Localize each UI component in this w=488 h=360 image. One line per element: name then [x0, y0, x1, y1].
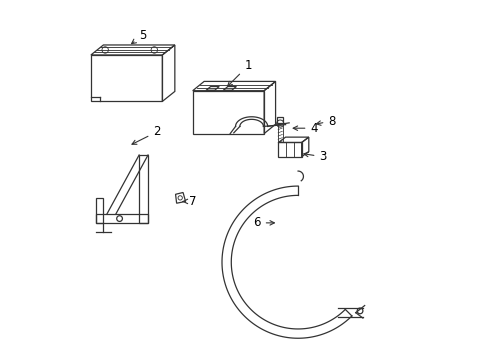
Text: 1: 1 [227, 59, 251, 86]
Text: 7: 7 [183, 195, 196, 208]
Text: 2: 2 [132, 125, 161, 144]
Text: 6: 6 [253, 216, 274, 229]
Text: 8: 8 [316, 114, 335, 127]
Text: 5: 5 [131, 29, 146, 44]
Text: 3: 3 [303, 150, 326, 163]
Text: 4: 4 [293, 122, 317, 135]
